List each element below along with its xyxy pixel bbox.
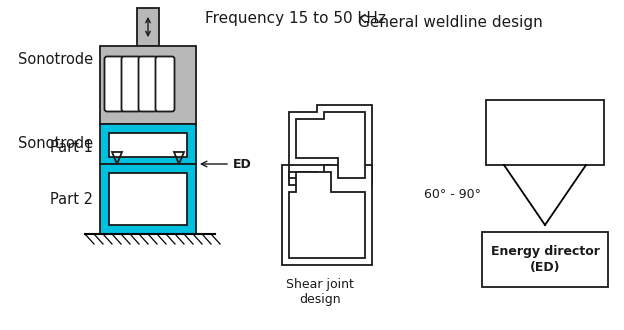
Polygon shape (289, 172, 317, 178)
Text: Part 2: Part 2 (50, 192, 93, 208)
FancyBboxPatch shape (122, 56, 140, 112)
Bar (486, 100, 604, 165)
Text: Part 1: Part 1 (50, 141, 93, 155)
Polygon shape (296, 112, 365, 178)
Bar (109, 173, 187, 225)
FancyBboxPatch shape (104, 56, 124, 112)
Bar (109, 133, 187, 157)
Polygon shape (282, 165, 372, 265)
Bar (100, 46, 196, 124)
Polygon shape (289, 105, 372, 185)
FancyBboxPatch shape (139, 56, 157, 112)
Text: Shear joint
design: Shear joint design (286, 278, 354, 306)
Bar (482, 232, 608, 287)
Text: Sonotrode: Sonotrode (18, 137, 93, 151)
Text: 60° - 90°: 60° - 90° (424, 188, 481, 202)
Text: Frequency 15 to 50 kHz: Frequency 15 to 50 kHz (205, 11, 386, 25)
Bar (137, 8, 159, 46)
FancyBboxPatch shape (155, 56, 175, 112)
Text: Sonotrode: Sonotrode (18, 52, 93, 68)
Text: ED: ED (233, 157, 251, 171)
Text: General weldline design: General weldline design (358, 15, 542, 29)
Bar (100, 124, 196, 164)
Bar (100, 164, 196, 234)
Polygon shape (289, 172, 365, 258)
Text: Energy director
(ED): Energy director (ED) (490, 246, 600, 274)
